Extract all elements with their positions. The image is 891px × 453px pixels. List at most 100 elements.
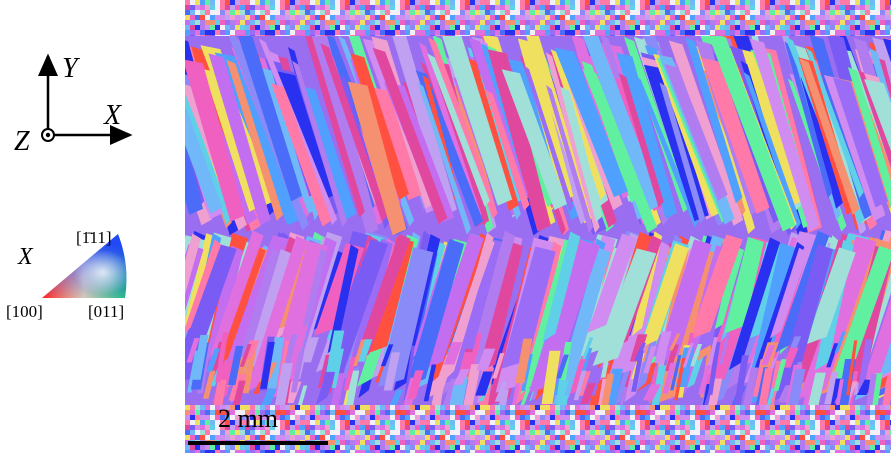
grain	[283, 334, 298, 367]
grain	[185, 104, 223, 214]
grain	[689, 234, 743, 340]
grain	[554, 47, 628, 198]
grain	[624, 241, 670, 403]
grain	[705, 337, 718, 374]
grain	[231, 380, 246, 413]
grain	[463, 364, 481, 406]
grain	[518, 388, 531, 410]
grain	[742, 367, 759, 407]
grain	[347, 81, 407, 236]
fine-grain-band	[185, 405, 891, 453]
grain	[826, 343, 839, 368]
grain	[629, 334, 648, 362]
grain	[347, 238, 393, 372]
grain	[857, 69, 891, 169]
grain	[443, 342, 463, 365]
grain	[227, 345, 244, 386]
grain	[809, 35, 874, 220]
grain	[277, 71, 334, 202]
grain	[205, 245, 244, 362]
grain	[331, 348, 344, 389]
grain	[749, 38, 820, 232]
grain	[292, 60, 347, 228]
grain	[380, 344, 394, 367]
grain	[440, 30, 513, 206]
grain	[864, 292, 891, 373]
grain	[469, 333, 482, 372]
grain	[309, 30, 379, 236]
grain	[417, 82, 471, 235]
grain	[185, 59, 245, 222]
ipf-right-label: [011]	[88, 302, 124, 321]
grain	[662, 362, 676, 394]
ebsd-map	[185, 0, 891, 453]
grain	[383, 352, 401, 391]
grain	[453, 369, 470, 385]
grain	[523, 65, 574, 213]
grain	[407, 370, 424, 399]
x-label: X	[103, 100, 122, 131]
grain	[769, 247, 809, 339]
grain	[635, 75, 699, 228]
grain	[864, 79, 891, 151]
grain	[784, 41, 833, 199]
ipf-left-label: [100]	[6, 302, 43, 321]
grain	[372, 47, 448, 224]
grain	[515, 338, 533, 384]
grain	[356, 339, 373, 362]
grain	[546, 84, 593, 233]
grain	[824, 371, 839, 405]
grain	[320, 43, 389, 222]
grain	[618, 73, 664, 208]
grain	[863, 298, 891, 382]
grain	[581, 337, 594, 359]
grain	[302, 247, 328, 329]
grain	[787, 368, 806, 409]
ipf-white	[42, 234, 127, 298]
grain	[424, 233, 484, 370]
grain	[344, 370, 360, 417]
grain	[494, 381, 508, 402]
grain	[807, 372, 826, 409]
grain	[317, 354, 330, 388]
grain	[185, 233, 201, 295]
grain	[674, 357, 686, 401]
grain	[832, 77, 888, 208]
grain	[670, 355, 682, 391]
grain	[664, 63, 728, 201]
grain	[403, 345, 415, 401]
grain	[327, 244, 359, 354]
grain	[185, 139, 203, 215]
grain	[274, 363, 293, 407]
grain	[406, 238, 465, 387]
grain	[799, 58, 860, 215]
grain	[238, 248, 282, 359]
grain	[545, 52, 600, 234]
grain	[846, 340, 858, 396]
grain	[192, 334, 209, 380]
grain	[707, 342, 721, 395]
grain	[654, 331, 672, 363]
grain	[185, 239, 222, 333]
grain	[882, 38, 891, 63]
grain	[682, 342, 694, 368]
grain	[581, 31, 663, 211]
y-label: Y	[62, 53, 81, 84]
ipf-direction: X	[17, 244, 34, 270]
grain	[665, 344, 680, 372]
grain	[834, 331, 846, 353]
grain	[743, 71, 801, 230]
grain	[271, 83, 332, 227]
ipf-top-label: [1̄11]	[76, 228, 112, 247]
z-label: Z	[14, 126, 30, 157]
fine-grain-band	[185, 0, 891, 36]
grain	[477, 241, 524, 373]
grain	[485, 89, 530, 211]
grain	[326, 330, 345, 372]
grain	[206, 348, 220, 372]
ipf-legend: X [1̄11] [100] [011]	[6, 228, 127, 321]
grain	[640, 243, 689, 348]
grain	[757, 368, 774, 415]
grain	[580, 383, 596, 405]
